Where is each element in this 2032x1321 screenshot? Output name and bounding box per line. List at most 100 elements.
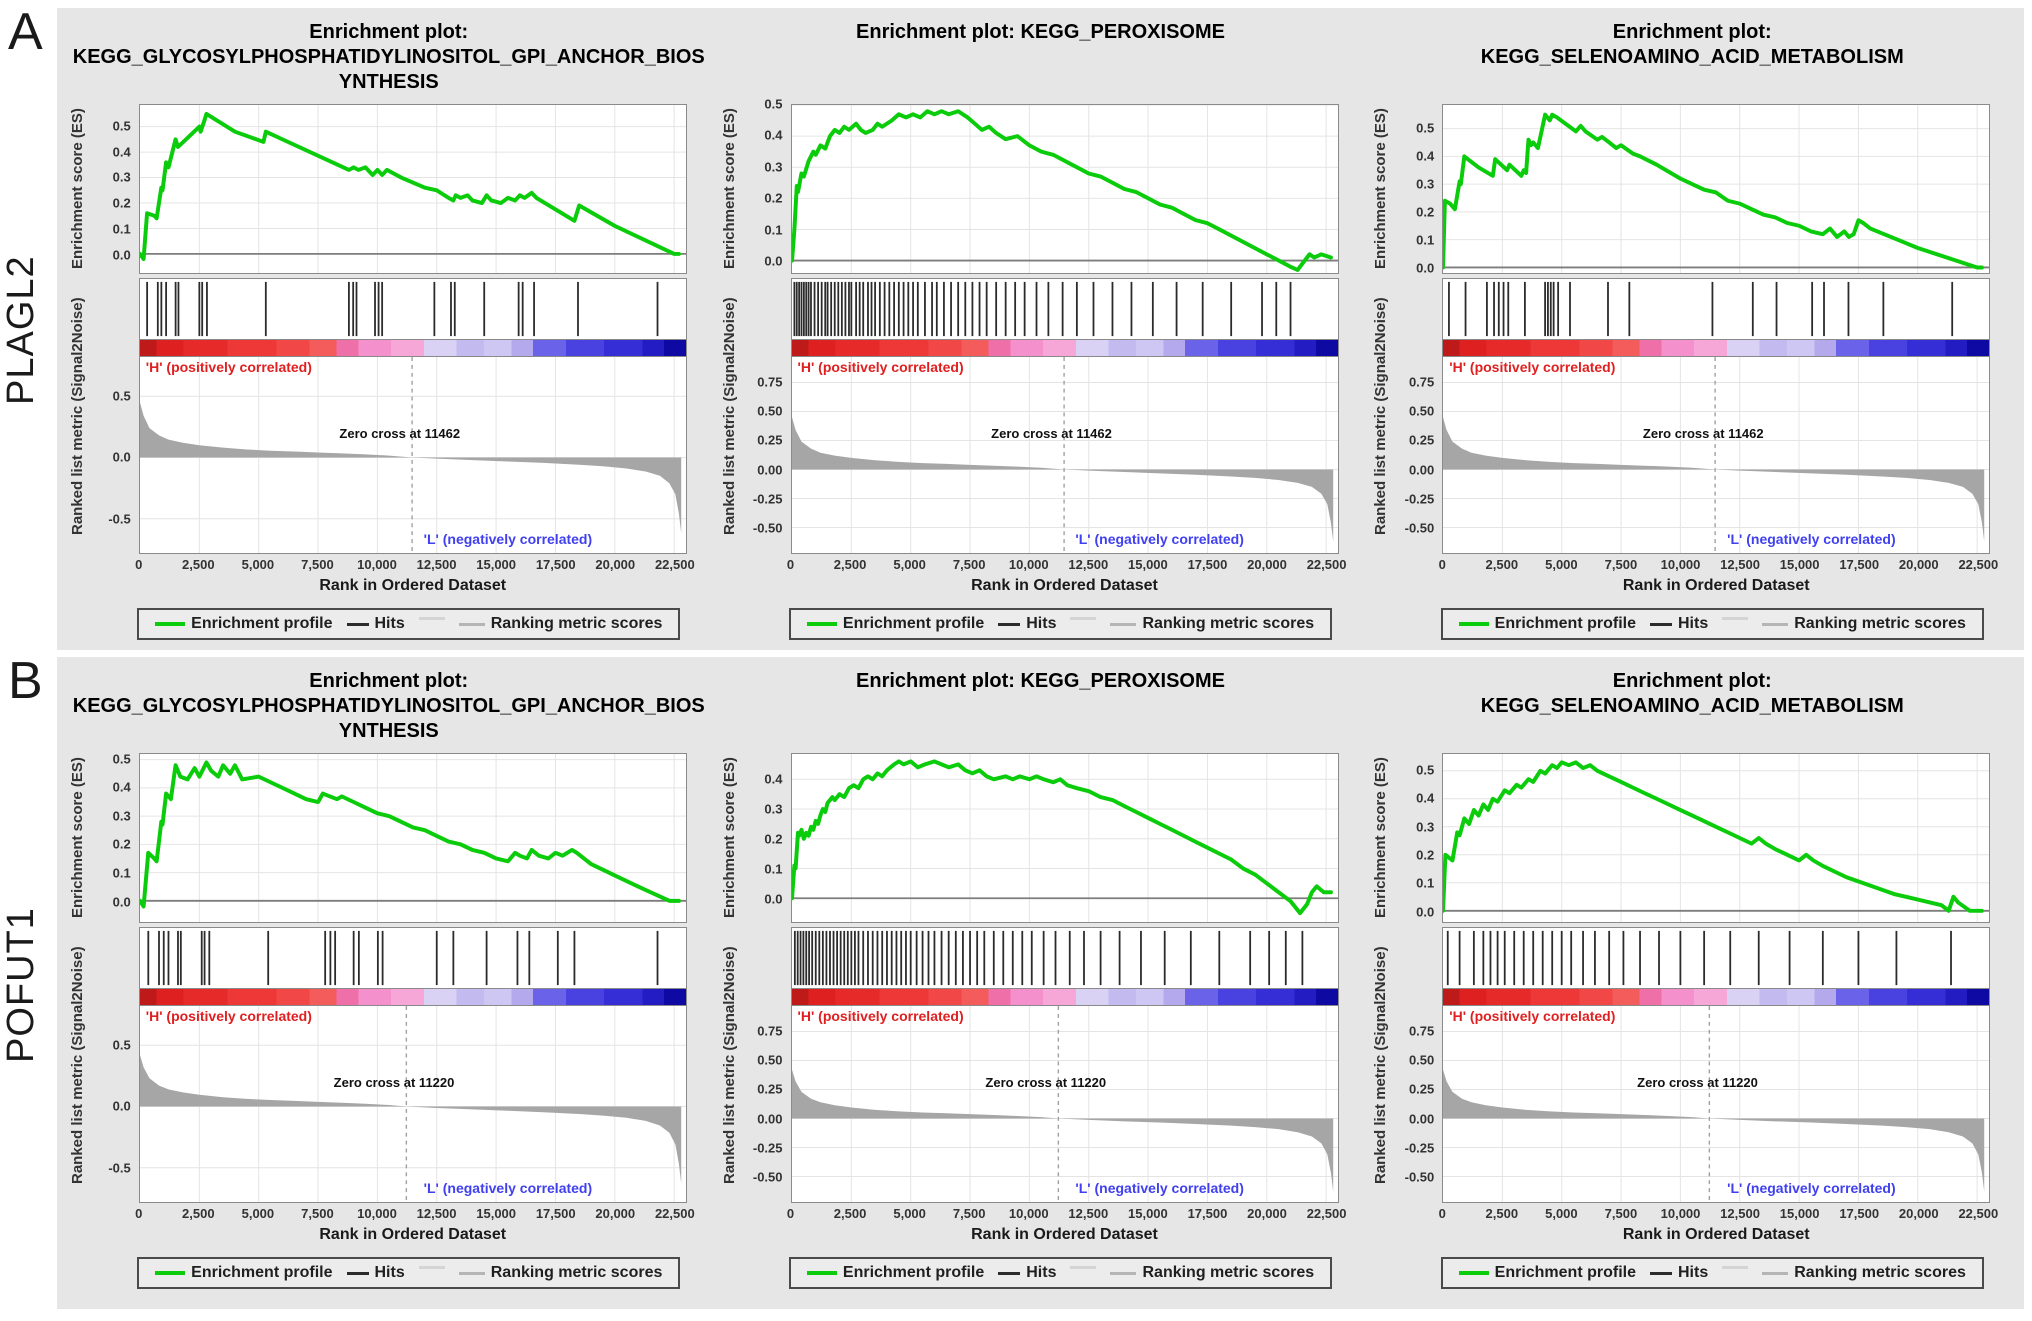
tick-label: 0.4 <box>764 127 783 143</box>
legend-row: Enrichment profile Hits Ranking metric s… <box>721 608 1361 640</box>
enrichment-profile-curve <box>1443 112 1985 270</box>
gsea-chart: Enrichment score (ES) 0.5 0.4 0.3 0.2 0.1 0.0… <box>720 97 1361 598</box>
legend-label-ranking-metric: Ranking metric scores <box>490 615 663 632</box>
ranked-metric-plot: 'H' (positively correlated) Zero cross a… <box>138 356 687 554</box>
legend-box: Enrichment profile Hits Ranking metric s… <box>137 1257 681 1289</box>
faint-dash-decoration <box>418 1265 445 1269</box>
faint-dash-decoration <box>1070 1265 1097 1269</box>
x-tick-label: 17,500 <box>1839 557 1880 572</box>
x-tick-label: 22,500 <box>1958 1206 1999 1221</box>
hits-svg <box>1447 930 1953 986</box>
enrichment-profile-line-swatch <box>1458 1271 1489 1275</box>
x-tick-label: 0 <box>786 557 795 572</box>
tick-label: -0.5 <box>108 1160 131 1176</box>
gsea-panel: Enrichment plot: KEGG_PEROXISOME Enrichm… <box>721 663 1361 1289</box>
x-tick-label: 5,000 <box>1545 557 1578 572</box>
ranked-metric-svg <box>1443 1006 1990 1202</box>
gsea-panel: Enrichment plot: KEGG_SELENOAMINO_ACID_M… <box>1372 663 2012 1289</box>
panel-title: Enrichment plot: KEGG_PEROXISOME <box>721 14 1361 104</box>
legend-item-ranking-metric: Ranking metric scores <box>458 615 663 633</box>
ranked-axis-label: Ranked list metric (Signal2Noise) <box>1372 297 1390 535</box>
tick-label: 0.2 <box>1416 204 1435 220</box>
legend-label-enrichment-profile: Enrichment profile <box>842 615 985 632</box>
tick-label: 0.0 <box>112 1098 131 1114</box>
panel-title-geneset: KEGG_SELENOAMINO_ACID_METABOLISM <box>1480 695 1904 718</box>
h-positively-correlated-label: 'H' (positively correlated) <box>1449 1008 1616 1024</box>
enrichment-profile-line-swatch <box>1458 622 1489 626</box>
tick-label: 0.25 <box>757 1081 783 1097</box>
es-axis-label: Enrichment score (ES) <box>68 757 86 919</box>
ranked-metric-svg <box>1443 357 1990 553</box>
panel-letter-a: A <box>8 3 43 61</box>
x-tick-label: 17,500 <box>1187 557 1228 572</box>
enrichment-profile-curve <box>791 759 1333 916</box>
x-tick-label: 20,000 <box>595 557 636 572</box>
enrichment-profile-line-swatch <box>806 1271 837 1275</box>
tick-label: 0.3 <box>764 801 783 817</box>
tick-label: 0.75 <box>757 1023 783 1039</box>
legend-item-enrichment-profile: Enrichment profile <box>806 615 985 633</box>
tick-label: 0.2 <box>112 836 131 852</box>
tick-label: 0.2 <box>1416 847 1435 863</box>
x-axis-label: Rank in Ordered Dataset <box>971 577 1158 594</box>
legend-item-ranking-metric: Ranking metric scores <box>1762 1264 1966 1282</box>
legend-item-enrichment-profile: Enrichment profile <box>155 615 333 633</box>
legend-box: Enrichment profile Hits Ranking metric s… <box>788 1257 1333 1289</box>
x-tick-label: 5,000 <box>241 557 275 572</box>
rank-colorbar <box>790 340 1339 356</box>
x-tick-label: 2,500 <box>1485 1206 1519 1221</box>
x-tick-label: 17,500 <box>535 1206 576 1221</box>
enrichment-profile-curve <box>139 111 681 261</box>
h-positively-correlated-label: 'H' (positively correlated) <box>145 1008 312 1024</box>
x-tick-label: 2,500 <box>1485 557 1519 572</box>
legend-item-ranking-metric: Ranking metric scores <box>1110 615 1314 633</box>
panel-title-line1: Enrichment plot: KEGG_PEROXISOME <box>856 670 1225 692</box>
legend-box: Enrichment profile Hits Ranking metric s… <box>1440 608 1984 640</box>
tick-label: 0.25 <box>757 432 783 448</box>
ranking-metric-line-swatch <box>1762 1271 1789 1275</box>
panel-title-geneset: KEGG_SELENOAMINO_ACID_METABOLISM <box>1480 46 1904 69</box>
tick-label: 0.0 <box>112 247 131 263</box>
panel-slot-b2: Enrichment plot: KEGG_PEROXISOME Enrichm… <box>721 663 1361 1289</box>
hits-strip <box>1442 278 1991 340</box>
hits-line-swatch <box>346 1271 369 1275</box>
hits-strip <box>138 927 687 989</box>
tick-label: 0.5 <box>112 118 131 134</box>
gsea-panel: Enrichment plot: KEGG_PEROXISOME Enrichm… <box>721 14 1361 640</box>
legend-label-ranking-metric: Ranking metric scores <box>490 1264 663 1281</box>
l-negatively-correlated-label: 'L' (negatively correlated) <box>423 531 593 547</box>
enrichment-score-plot <box>790 753 1339 923</box>
ranking-metric-line-swatch <box>458 622 485 626</box>
ranked-metric-area <box>139 402 681 534</box>
ranking-metric-line-swatch <box>1110 622 1137 626</box>
tick-label: 0.00 <box>757 1111 783 1127</box>
panel-title-line1: Enrichment plot: <box>1612 670 1772 692</box>
tick-label: 0.25 <box>1408 432 1435 448</box>
x-tick-label: 22,500 <box>654 1206 695 1221</box>
legend-item-enrichment-profile: Enrichment profile <box>1458 615 1636 633</box>
legend-label-ranking-metric: Ranking metric scores <box>1794 1264 1966 1281</box>
tick-label: 0.1 <box>112 865 131 881</box>
tick-label: 0.3 <box>1416 819 1435 835</box>
rank-colorbar <box>1442 340 1991 356</box>
hits-svg <box>147 930 659 986</box>
tick-label: 0.1 <box>764 861 783 877</box>
panel-slot-b1: Enrichment plot: KEGG_GLYCOSYLPHOSPHATID… <box>69 663 709 1289</box>
x-tick-label: 22,500 <box>654 557 695 572</box>
hits-strip <box>1442 927 1991 989</box>
ranked-metric-plot: 'H' (positively correlated) Zero cross a… <box>1442 356 1991 554</box>
x-tick-label: 10,000 <box>1660 1206 1701 1221</box>
panel-slot-a2: Enrichment plot: KEGG_PEROXISOME Enrichm… <box>721 14 1361 640</box>
x-tick-label: 20,000 <box>595 1206 636 1221</box>
panel-title-line1: Enrichment plot: <box>309 21 469 43</box>
x-axis-label: Rank in Ordered Dataset <box>1622 577 1810 594</box>
ranked-axis-label: Ranked list metric (Signal2Noise) <box>720 297 738 535</box>
legend-label-hits: Hits <box>374 1264 405 1281</box>
tick-label: 0.5 <box>764 96 783 112</box>
x-tick-labels: 0 2,500 5,000 7,500 10,000 12,500 15,000 17,500… <box>1439 554 1999 574</box>
legend-row: Enrichment profile Hits Ranking metric s… <box>69 1257 709 1289</box>
tick-label: 0.0 <box>764 253 783 269</box>
x-tick-label: 5,000 <box>1545 1206 1578 1221</box>
rank-colorbar <box>790 989 1339 1005</box>
tick-label: 0.25 <box>1408 1081 1435 1097</box>
